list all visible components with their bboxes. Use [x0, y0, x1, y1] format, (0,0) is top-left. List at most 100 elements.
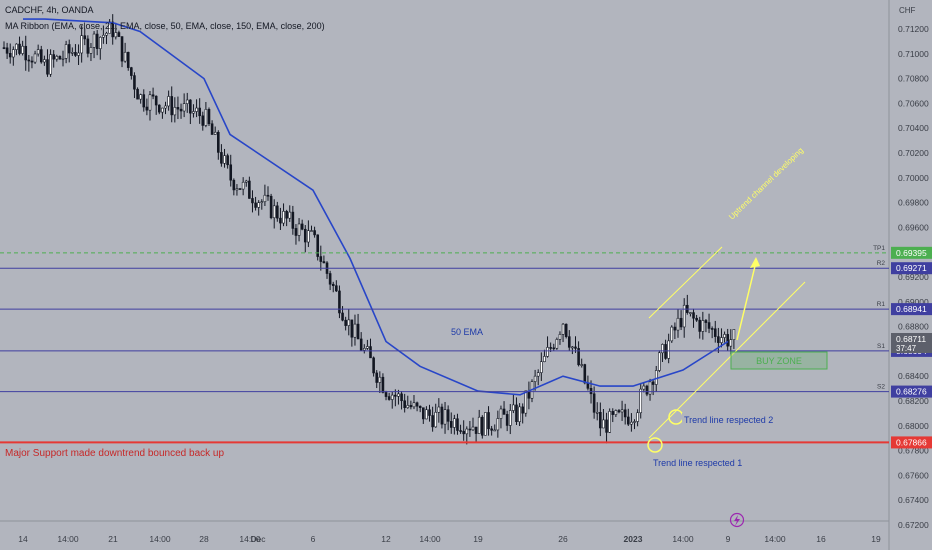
candle-up: [12, 49, 15, 58]
candle-up: [164, 105, 167, 109]
candle-down: [313, 230, 316, 236]
candle-down: [86, 38, 90, 54]
candle-down: [232, 179, 236, 191]
candle-up: [546, 347, 549, 357]
indicator-legend[interactable]: MA Ribbon (EMA, close, 21, EMA, close, 5…: [5, 21, 325, 31]
candle-down: [18, 43, 21, 54]
candle-down: [176, 107, 180, 110]
candle-up: [701, 320, 705, 332]
candle-up: [555, 339, 559, 349]
candle-down: [39, 49, 43, 63]
candle-up: [223, 155, 226, 164]
candle-up: [406, 405, 410, 408]
candle-down: [24, 45, 28, 61]
candle-down: [331, 283, 335, 287]
candle-up: [192, 111, 195, 114]
candle-up: [648, 381, 652, 395]
candle-up: [630, 421, 633, 425]
candle-down: [251, 198, 254, 204]
candle-down: [381, 376, 385, 393]
candle-up: [443, 409, 447, 425]
time-tick-label: 14:00: [672, 534, 694, 544]
candle-down: [446, 409, 450, 422]
candle-up: [558, 334, 562, 340]
candle-down: [46, 59, 49, 75]
candle-down: [428, 409, 431, 416]
candle-down: [695, 317, 698, 321]
candle-up: [114, 32, 118, 38]
time-tick-label: 9: [726, 534, 731, 544]
level-name: R2: [877, 260, 886, 267]
candle-up: [390, 394, 394, 400]
major-support-label: Major Support made downtrend bounced bac…: [5, 448, 224, 459]
candle-down: [338, 290, 341, 314]
candle-down: [133, 75, 136, 90]
candle-up: [434, 411, 438, 428]
candle-down: [83, 35, 87, 40]
candle-down: [502, 408, 506, 415]
candle-down: [577, 348, 580, 366]
candle-up: [185, 99, 189, 104]
candle-up: [89, 47, 93, 54]
level-tag-value: 0.69271: [896, 263, 927, 273]
candle-up: [658, 352, 661, 371]
price-tick-label: 0.67400: [898, 495, 929, 505]
trend-respected-1-bg: [651, 456, 731, 469]
candle-down: [481, 416, 484, 436]
level-tag-value: 0.69395: [896, 248, 927, 258]
candle-down: [316, 234, 319, 257]
candle-down: [369, 346, 372, 359]
candle-down: [679, 317, 683, 328]
candle-up: [654, 370, 658, 385]
time-tick-label: 14:00: [149, 534, 171, 544]
trend-respected-1-marker: [647, 437, 663, 453]
time-tick-label: Dec: [250, 534, 266, 544]
candle-down: [599, 411, 602, 429]
candle-down: [409, 405, 413, 408]
time-tick-label: 6: [311, 534, 316, 544]
candle-up: [307, 230, 310, 243]
candle-up: [661, 344, 664, 354]
candle-down: [487, 412, 490, 430]
current-price-tag: 0.68711 37:47: [891, 333, 932, 353]
candle-down: [387, 396, 391, 400]
candle-down: [384, 392, 388, 397]
level-tag-value: 0.67866: [896, 437, 927, 447]
candle-up: [182, 103, 186, 112]
buy-zone-label: BUY ZONE: [756, 356, 802, 366]
candle-countdown: 37:47: [896, 344, 917, 353]
price-tick-label: 0.69000: [898, 297, 929, 307]
candle-up: [260, 201, 264, 204]
candle-down: [266, 194, 270, 197]
candle-down: [726, 334, 729, 347]
level-tag-bg: [891, 303, 932, 316]
candle-up: [580, 364, 584, 366]
candle-down: [67, 44, 71, 54]
candle-down: [229, 164, 233, 181]
level-name: TP1: [873, 245, 885, 252]
ema-series: [23, 18, 729, 396]
level-tag-bg: [891, 385, 932, 398]
candle-up: [71, 52, 74, 54]
time-tick-label: 12: [381, 534, 391, 544]
lightning-icon[interactable]: [729, 512, 745, 528]
candle-down: [459, 430, 462, 432]
candle-up: [92, 33, 96, 48]
candle-down: [5, 47, 9, 54]
time-tick-label: 2023: [624, 534, 643, 544]
price-tick-label: 0.68800: [898, 322, 929, 332]
candle-down: [279, 217, 282, 224]
candle-down: [403, 400, 406, 408]
candle-down: [217, 131, 220, 153]
candle-down: [431, 415, 434, 428]
level-tag-bg: [891, 246, 932, 259]
candle-up: [465, 428, 469, 435]
candle-down: [626, 416, 630, 425]
candle-down: [710, 328, 714, 330]
symbol-title[interactable]: CADCHF, 4h, OANDA: [5, 5, 94, 15]
candle-down: [198, 107, 201, 117]
candle-down: [2, 47, 6, 49]
candle-up: [608, 411, 611, 433]
candle-up: [310, 230, 313, 232]
